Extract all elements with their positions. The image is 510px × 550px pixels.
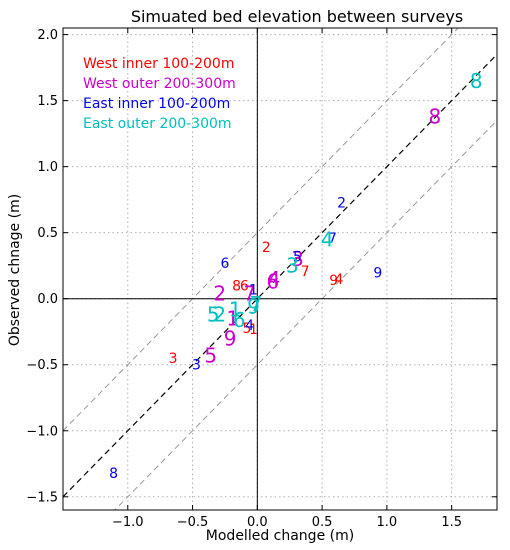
data-point-label: 9 xyxy=(373,265,382,281)
plot-frame xyxy=(62,27,498,511)
data-point-label: 3 xyxy=(286,254,299,278)
x-tick-label: 1.5 xyxy=(441,515,462,530)
data-point-label: 8 xyxy=(428,104,441,128)
legend: West inner 100-200m West outer 200-300m Ea… xyxy=(83,56,236,132)
x-tick-label: 0.0 xyxy=(247,515,268,530)
data-point-label: 5 xyxy=(207,303,220,327)
plot-area xyxy=(63,28,497,510)
x-tick-label: −0.5 xyxy=(177,515,209,530)
data-point-label: 8 xyxy=(470,69,483,93)
data-point-label: 6 xyxy=(233,308,246,332)
data-point-label: 1 xyxy=(226,307,239,331)
data-point-label: 6 xyxy=(240,279,249,295)
y-tick-label: −1.0 xyxy=(26,424,58,439)
y-tick-label: 0.5 xyxy=(37,226,58,241)
data-point-label: 8 xyxy=(109,466,118,482)
data-point-label: 2 xyxy=(262,240,271,256)
data-point-label: 1 xyxy=(249,322,258,338)
reference-line xyxy=(63,28,459,432)
data-point-label: 3 xyxy=(169,351,178,367)
data-point-label: 9 xyxy=(329,273,338,289)
data-point-label: 6 xyxy=(267,270,280,294)
x-tick-label: 1.0 xyxy=(377,515,398,530)
legend-entry: East inner 100-200m xyxy=(83,96,230,112)
x-tick-label: 0.5 xyxy=(312,515,333,530)
y-tick-label: 0.0 xyxy=(37,292,58,307)
data-point-label: 4 xyxy=(245,318,254,334)
reference-lines xyxy=(63,28,497,510)
data-point-label: 5 xyxy=(293,249,302,265)
data-point-label: 9 xyxy=(224,326,237,350)
reference-line xyxy=(63,53,497,498)
y-tick-label: 2.0 xyxy=(37,28,58,43)
data-point-label: 4 xyxy=(321,227,334,251)
reference-line xyxy=(114,120,497,510)
data-point-label: 7 xyxy=(301,264,310,280)
zero-axes xyxy=(63,28,497,510)
grid-lines xyxy=(63,28,497,510)
data-point-label: 3 xyxy=(291,247,304,271)
data-point-label: 7 xyxy=(328,231,337,247)
legend-entry: West inner 100-200m xyxy=(83,56,234,72)
chart-title: Simuated bed elevation between surveys xyxy=(131,7,463,26)
x-axis-ticks: −1.0 −0.5 0.0 0.5 1.0 1.5 xyxy=(112,28,462,530)
legend-entry: West outer 200-300m xyxy=(83,76,236,92)
data-point-label: 7 xyxy=(243,281,256,305)
data-point-label: 8 xyxy=(232,279,241,295)
data-point-label: 5 xyxy=(204,343,217,367)
y-tick-label: −0.5 xyxy=(26,358,58,373)
data-point-label: 5 xyxy=(243,321,252,337)
x-tick-label: −1.0 xyxy=(112,515,144,530)
data-point-label: 6 xyxy=(220,256,229,272)
data-point-label: 4 xyxy=(334,272,343,288)
data-point-label: 2 xyxy=(213,303,226,327)
data-point-label: 2 xyxy=(337,195,346,211)
data-point-label: 1 xyxy=(249,282,258,298)
y-tick-label: 1.5 xyxy=(37,94,58,109)
data-point-label: 3 xyxy=(192,358,201,374)
y-axis-label: Observed chnage (m) xyxy=(7,194,23,346)
y-tick-label: −1.5 xyxy=(26,490,58,505)
legend-entry: East outer 200-300m xyxy=(83,116,232,132)
data-point-label: 2 xyxy=(213,281,226,305)
x-axis-label: Modelled change (m) xyxy=(206,528,354,544)
data-point-label: 7 xyxy=(250,292,263,316)
y-axis-ticks: −1.5 −1.0 −0.5 0.0 0.5 1.0 1.5 2.0 xyxy=(26,28,497,505)
y-tick-label: 1.0 xyxy=(37,160,58,175)
data-point-label: 4 xyxy=(268,267,281,291)
data-point-label: 1 xyxy=(229,297,242,321)
data-point-label: 9 xyxy=(247,295,260,319)
